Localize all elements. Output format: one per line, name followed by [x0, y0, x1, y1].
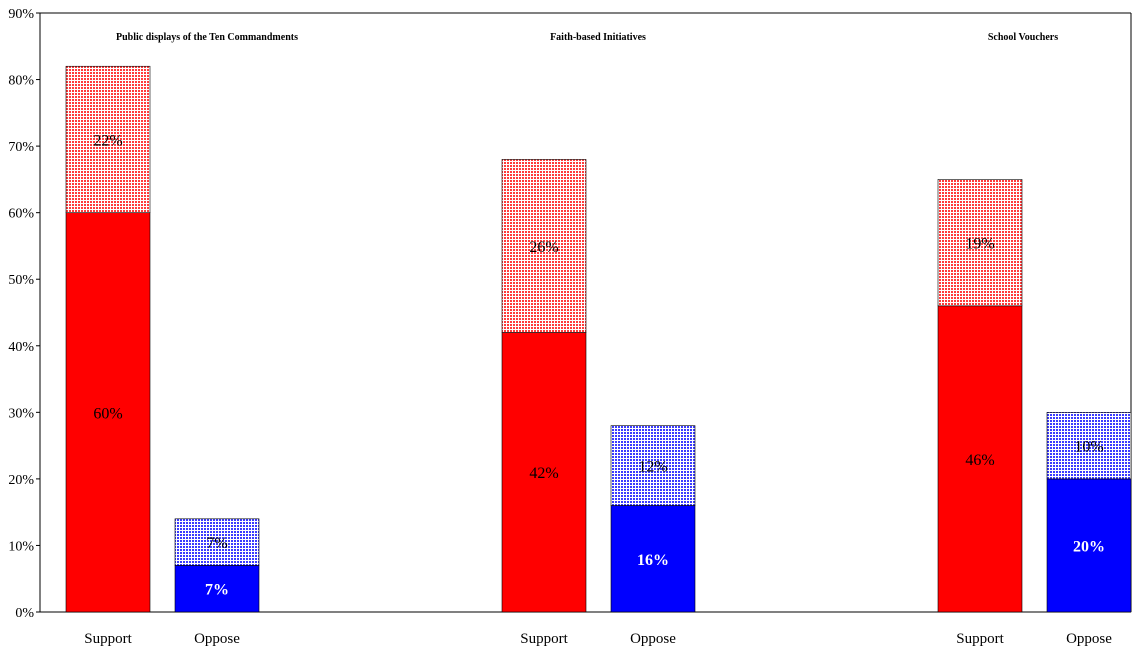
category-label-support: Support — [520, 631, 568, 647]
category-label-oppose: Oppose — [194, 631, 240, 647]
category-label-oppose: Oppose — [630, 631, 676, 647]
y-tick-label: 0% — [15, 606, 34, 621]
support-bar-hatched-segment — [65, 65, 151, 213]
y-tick-label: 10% — [8, 539, 34, 554]
support-bar-hatched-segment — [937, 179, 1023, 307]
category-label-support: Support — [956, 631, 1004, 647]
support-upper-value-label: 19% — [965, 236, 994, 253]
support-bar-solid-segment — [937, 305, 1023, 613]
labels: Public displays of the Ten Commandments 6… — [84, 32, 1112, 647]
bars — [65, 65, 1132, 613]
oppose-upper-value-label: 7% — [206, 535, 227, 552]
y-tick-label: 90% — [8, 7, 34, 22]
category-label-support: Support — [84, 631, 132, 647]
oppose-upper-value-label: 12% — [638, 459, 667, 476]
oppose-bar-solid-segment — [610, 505, 696, 613]
y-tick-label: 20% — [8, 473, 34, 488]
y-tick-label: 30% — [8, 406, 34, 421]
y-tick-label: 70% — [8, 140, 34, 155]
support-lower-value-label: 60% — [93, 405, 122, 422]
category-label-oppose: Oppose — [1066, 631, 1112, 647]
group-title: Public displays of the Ten Commandments — [116, 32, 298, 43]
support-bar-solid-segment — [501, 332, 587, 613]
support-lower-value-label: 42% — [529, 465, 558, 482]
oppose-upper-value-label: 10% — [1074, 439, 1103, 456]
oppose-lower-value-label: 16% — [637, 552, 669, 569]
support-bar-solid-segment — [65, 212, 151, 613]
support-upper-value-label: 26% — [529, 239, 558, 256]
oppose-bar-hatched-segment — [610, 425, 696, 506]
oppose-bar-hatched-segment — [1046, 412, 1132, 480]
support-lower-value-label: 46% — [965, 452, 994, 469]
oppose-lower-value-label: 20% — [1073, 538, 1105, 555]
support-bar-hatched-segment — [501, 159, 587, 333]
oppose-lower-value-label: 7% — [205, 582, 229, 599]
y-tick-label: 60% — [8, 207, 34, 222]
oppose-bar-solid-segment — [1046, 478, 1132, 613]
y-tick-label: 50% — [8, 273, 34, 288]
group-title: School Vouchers — [988, 32, 1058, 43]
y-tick-label: 80% — [8, 74, 34, 89]
oppose-bar-hatched-segment — [174, 518, 260, 566]
oppose-bar-solid-segment — [174, 565, 260, 613]
support-upper-value-label: 22% — [93, 132, 122, 149]
group-title: Faith-based Initiatives — [550, 32, 646, 43]
y-tick-label: 40% — [8, 340, 34, 355]
